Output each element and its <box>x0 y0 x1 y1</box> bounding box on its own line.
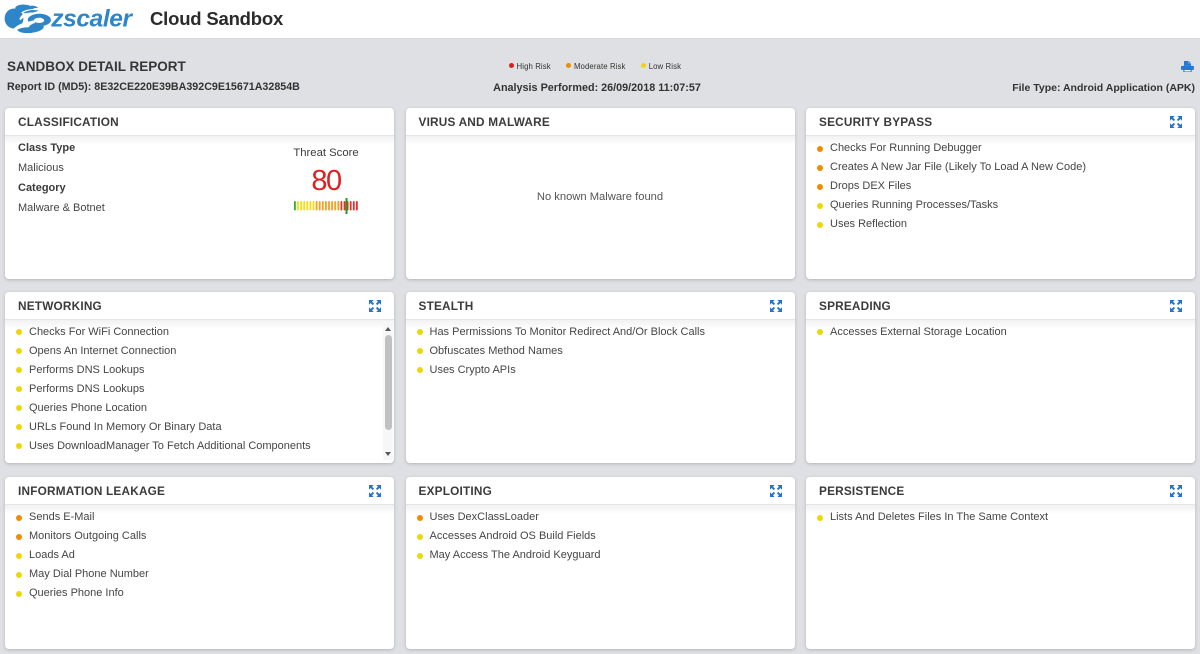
svg-text:zscaler: zscaler <box>50 5 133 32</box>
